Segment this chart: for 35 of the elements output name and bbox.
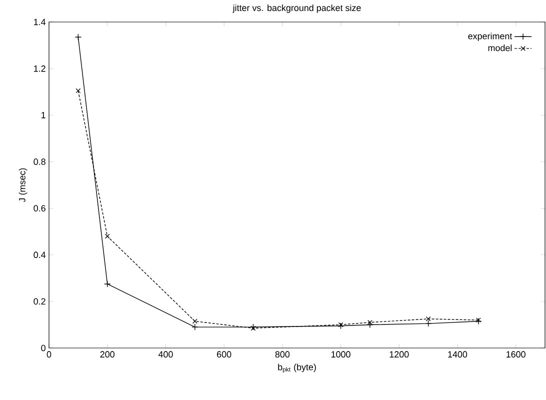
- point: [76, 88, 81, 94]
- legend-label: model: [488, 44, 512, 52]
- point: [192, 318, 198, 324]
- x-tick-label: 600: [217, 351, 232, 358]
- y-tick-label: 0.4: [34, 252, 46, 258]
- x-axis-title: b$_{pkt}$ (byte): [278, 364, 316, 373]
- y-tick-label: 1.4: [34, 18, 46, 26]
- point: [337, 322, 344, 330]
- x-tick-label: 800: [275, 351, 290, 358]
- point: [250, 326, 256, 331]
- x-tick-label: 400: [158, 351, 173, 358]
- x-tick-label: 1200: [390, 351, 409, 358]
- x-tick-label: 1400: [448, 351, 468, 358]
- y-tick-label: 0.6: [34, 205, 46, 212]
- y-tick-label: 0.8: [34, 158, 46, 165]
- x-tick-label: 200: [100, 351, 114, 358]
- point: [367, 320, 372, 325]
- point: [104, 234, 110, 239]
- y-tick-label: 0.2: [34, 298, 46, 305]
- point: [192, 324, 198, 330]
- point: [424, 320, 432, 327]
- x-tick-label: 1000: [331, 351, 350, 358]
- x-tick-label: 0: [46, 351, 52, 358]
- point: [104, 280, 111, 288]
- legend-label: experiment: [468, 32, 512, 42]
- y-tick-label: 0: [41, 344, 46, 352]
- point: [338, 322, 344, 328]
- y-tick-label: 1: [42, 112, 46, 118]
- point: [74, 34, 82, 40]
- point: [250, 324, 257, 330]
- x-tick-label: 1600: [506, 351, 526, 358]
- chart-title: jitter vs. background packet size: [232, 4, 361, 13]
- y-tick-label: 1.2: [34, 65, 46, 72]
- y-axis-title: J (msec): [18, 168, 28, 202]
- point: [366, 321, 374, 328]
